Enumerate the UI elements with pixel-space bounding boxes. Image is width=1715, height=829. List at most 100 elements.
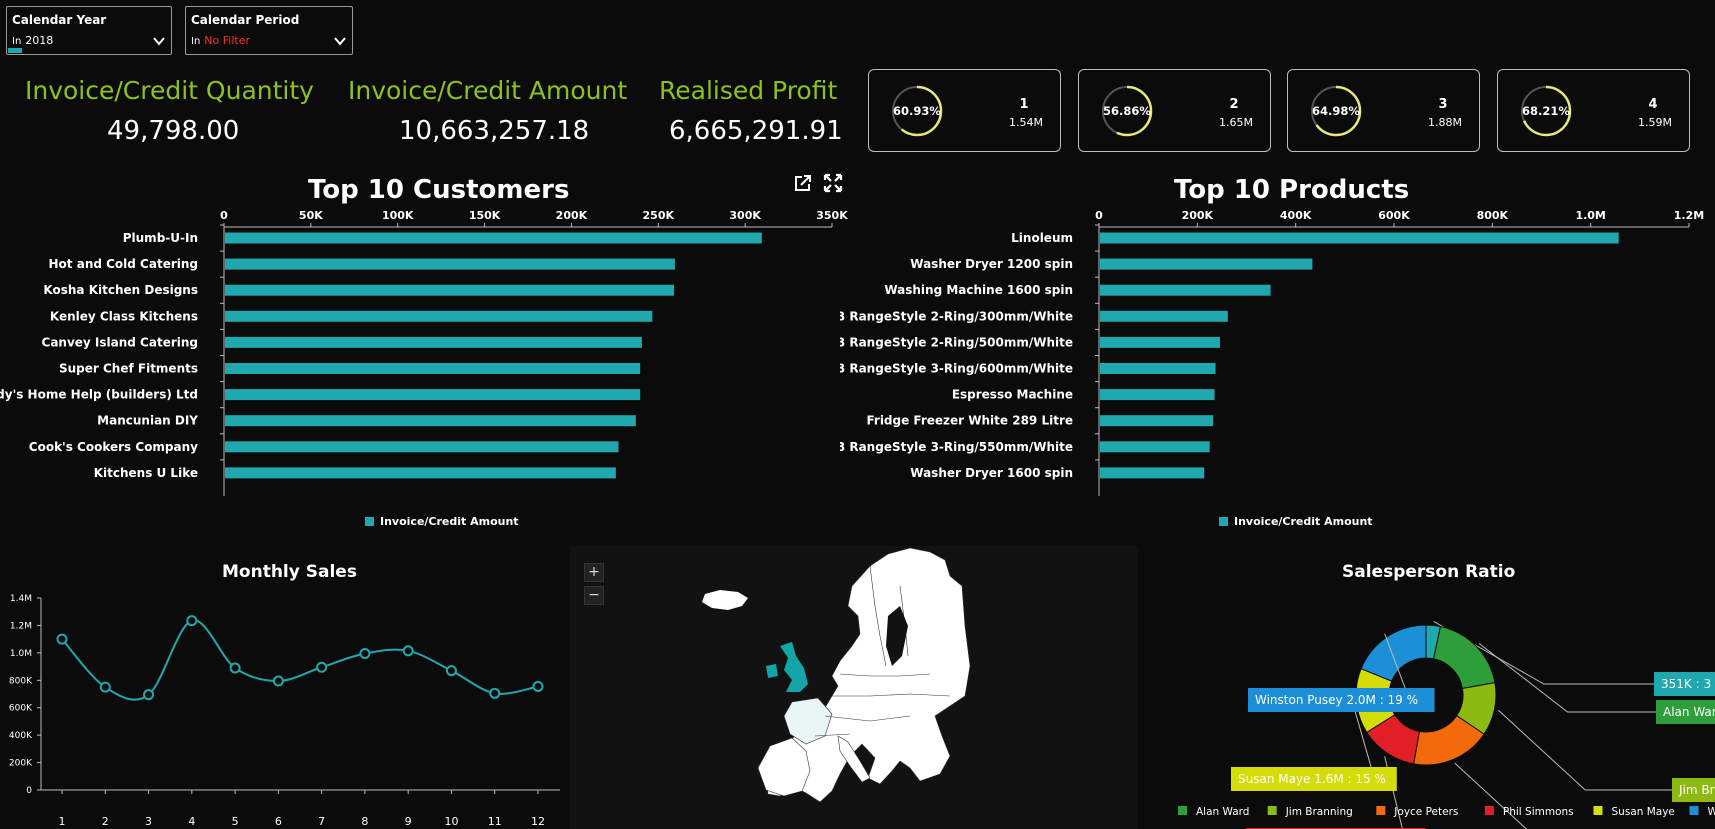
gauge-percent: 64.98% [1312,104,1360,118]
x-tick-label: 1.2M [1674,209,1704,222]
legend-swatch [365,517,374,526]
europe-map[interactable] [570,546,1138,829]
gauge-ring: 64.98% [1310,85,1362,137]
category-label: Washer Dryer 1600 spin [910,466,1073,480]
slice-label: Susan Maye 1.6M : 15 % [1238,772,1386,786]
label-connector [1454,762,1528,829]
x-tick-label: 350K [816,209,848,222]
quarter-card[interactable]: 64.98% 3 1.88M [1287,69,1480,152]
zoom-in-icon[interactable]: + [584,563,604,582]
customers-legend[interactable]: Invoice/Credit Amount [365,515,519,528]
kpi-profit-value: 6,665,291.91 [669,116,843,146]
bar [1100,336,1220,348]
category-label: Fridge Freezer White 289 Litre [866,414,1073,428]
slice-label: 351K : 3 % [1661,677,1715,691]
data-point [186,615,198,627]
label-connector [1498,709,1672,791]
x-tick-label: 200K [556,209,588,222]
bar [225,232,762,244]
data-point [489,687,501,699]
category-label: Canvey Island Catering [42,335,198,349]
x-tick-label: 400K [1280,209,1312,222]
zoom-out-icon[interactable]: − [584,586,604,605]
kpi-amount-label: Invoice/Credit Amount [348,76,628,105]
customers-chart-title: Top 10 Customers [308,175,570,205]
x-tick-label: 9 [405,815,412,828]
slice-label-box [1656,700,1715,724]
data-point [445,665,457,677]
quarter-number: 1 [1019,97,1029,112]
category-label: AB RangeStyle 3-Ring/550mm/White [840,440,1073,454]
x-tick-label: 0 [220,209,228,222]
legend-label: Susan Maye [1612,806,1675,818]
y-tick-label: 200K [9,759,33,769]
bar [1100,310,1228,322]
quarter-card[interactable]: 68.21% 4 1.59M [1497,69,1690,152]
x-tick-label: 5 [232,815,239,828]
bar [1100,258,1313,270]
quarter-amount: 1.65M [1219,116,1253,129]
quarter-amount: 1.88M [1428,116,1462,129]
y-tick-label: 1.4M [10,594,32,604]
x-tick-label: 3 [145,815,152,828]
category-label: Mancunian DIY [97,414,198,428]
external-link-icon[interactable] [793,173,813,193]
slice-label: Winston Pusey 2.0M : 19 % [1255,693,1418,707]
y-tick-label: 800K [9,676,33,686]
x-tick-label: 8 [361,815,368,828]
filter-value: In 2018 [12,34,54,47]
filter-calendar-year[interactable]: Calendar Year In 2018 [6,6,172,55]
data-point [359,648,371,660]
filter-calendar-period[interactable]: Calendar Period In No Filter [185,6,353,55]
legend-swatch [1689,806,1699,815]
quarter-card[interactable]: 60.93% 1 1.54M [868,69,1061,152]
data-point [532,680,544,692]
category-label: Hardy's Home Help (builders) Ltd [0,388,198,402]
slice-label: Alan Ward 2.0M : 19 % [1663,705,1715,719]
filter-title: Calendar Year [12,13,107,27]
chevron-down-icon[interactable] [153,35,165,47]
legend-swatch [1267,806,1277,815]
bar [1100,441,1210,453]
quarter-number: 3 [1438,97,1448,112]
chevron-down-icon[interactable] [334,35,346,47]
category-label: AB RangeStyle 2-Ring/500mm/White [840,335,1073,349]
monthly-sales-title: Monthly Sales [222,562,357,582]
legend-swatch [1593,806,1603,815]
bar [1100,415,1214,427]
x-tick-label: 1.0M [1575,209,1605,222]
legend-label: Jim Branning [1285,806,1353,818]
legend-swatch [1376,806,1386,815]
salesperson-donut-chart: 351K : 3 % Alan Ward 2.0M : 19 % Jim Brann… [1178,620,1715,829]
y-tick-label: 400K [9,731,33,741]
gauge-arc [1101,85,1153,137]
gauge-percent: 56.86% [1103,104,1151,118]
category-label: Plumb-U-In [123,231,198,245]
data-point [272,675,284,687]
y-tick-label: 1.2M [10,621,32,631]
products-bar-chart: 0 200K 400K 600K 800K 1.0M 1.2M Linoleum Washer … [840,209,1704,496]
quarter-card[interactable]: 56.86% 2 1.65M [1078,69,1271,152]
kpi-profit-label: Realised Profit [659,76,838,105]
x-tick-label: 0 [1095,209,1103,222]
customers-bar-chart: 0 50K 100K 150K 200K 250K 300K 350K Plumb-U-In Ho… [0,209,848,496]
legend-swatch [1484,806,1494,815]
category-label: Super Chef Fitments [59,362,198,376]
legend-label: Phil Simmons [1503,806,1574,818]
expand-icon[interactable] [823,173,843,193]
quarter-amount: 1.59M [1638,116,1672,129]
category-label: Hot and Cold Catering [49,257,198,271]
products-legend[interactable]: Invoice/Credit Amount [1219,515,1373,528]
kpi-amount-value: 10,663,257.18 [399,116,590,146]
bar [225,389,641,401]
bar [225,467,616,479]
map-panel[interactable]: + − [570,546,1138,829]
bar [225,415,636,427]
legend-swatch [1178,806,1187,815]
x-tick-label: 7 [318,815,325,828]
gauge-arc [891,85,943,137]
data-point [99,681,111,693]
donut-slice [1360,624,1427,682]
bar [1100,467,1205,479]
series-line [61,619,539,701]
